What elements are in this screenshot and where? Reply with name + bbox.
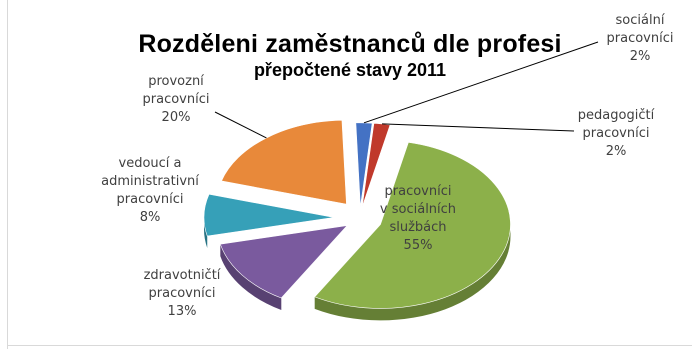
chart-border-left <box>7 0 8 349</box>
pie-slice-4 <box>203 193 335 237</box>
leader-line-5 <box>214 111 267 139</box>
slice-name-label-3: zdravotničtí <box>144 268 221 283</box>
slice-name-label-5: provozní <box>148 74 204 89</box>
pie-slice-5 <box>221 119 347 205</box>
chart-title: Rozděleni zaměstnanců dle profesi <box>138 30 562 58</box>
leader-line-1 <box>382 123 575 132</box>
pie-slice-1 <box>361 122 391 208</box>
slice-percent-label-1: 2% <box>606 144 627 159</box>
slice-name-label-0: pracovníci <box>607 31 674 46</box>
pie-slice-0 <box>355 122 373 207</box>
slice-name-label-2: v sociálních <box>380 202 456 217</box>
pie-slice-side-2 <box>314 224 511 321</box>
pie-slice-side-3 <box>220 244 282 311</box>
slice-name-label-1: pedagogičtí <box>578 108 655 123</box>
slice-name-label-4: pracovníci <box>117 192 184 207</box>
slice-percent-label-5: 20% <box>162 110 191 125</box>
slice-name-label-2: službách <box>389 220 446 235</box>
pie-slice-3 <box>219 225 348 299</box>
pie-slice-2 <box>314 142 511 309</box>
slice-name-label-5: pracovníci <box>143 92 210 107</box>
slice-name-label-4: vedoucí a <box>119 156 182 171</box>
slice-name-label-3: pracovníci <box>149 286 216 301</box>
leader-line-0 <box>363 41 599 124</box>
slice-percent-label-2: 55% <box>404 238 433 253</box>
slice-percent-label-3: 13% <box>168 304 197 319</box>
slice-percent-label-4: 8% <box>140 210 161 225</box>
slice-percent-label-0: 2% <box>630 49 651 64</box>
pie-slice-side-4 <box>204 217 208 249</box>
slice-name-label-4: administrativní <box>101 174 199 189</box>
chart-subtitle: přepočtené stavy 2011 <box>253 60 447 80</box>
slice-name-label-0: sociální <box>616 13 665 28</box>
chart-border-bottom <box>7 345 692 346</box>
slice-name-label-1: pracovníci <box>583 126 650 141</box>
slice-name-label-2: pracovníci <box>385 184 452 199</box>
